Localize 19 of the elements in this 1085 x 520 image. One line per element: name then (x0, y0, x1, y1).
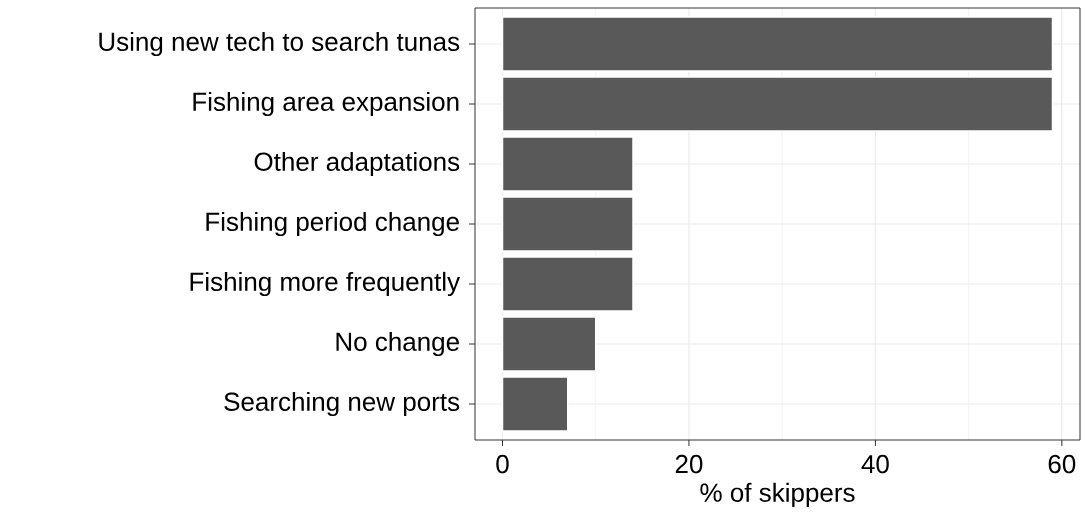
y-tick-label: Other adaptations (254, 151, 460, 177)
bar (501, 76, 1054, 132)
x-axis-title: % of skippers (700, 482, 855, 508)
bar (501, 196, 634, 252)
y-tick-label: Searching new ports (224, 391, 460, 417)
y-tick-label: Using new tech to search tunas (99, 31, 460, 57)
bar (501, 16, 1054, 72)
bar (501, 376, 569, 432)
bar (501, 256, 634, 312)
y-tick-label: Fishing period change (206, 211, 459, 237)
x-tick-label: 0 (496, 454, 509, 474)
y-tick-label: Fishing area expansion (193, 91, 459, 117)
y-tick-label: Fishing more frequently (190, 271, 461, 297)
bar (501, 136, 634, 192)
x-tick-label: 60 (1048, 454, 1076, 474)
x-tick-label: 40 (861, 454, 889, 474)
bar (501, 316, 597, 372)
x-tick-label: 20 (675, 454, 703, 474)
y-tick-label: No change (336, 331, 459, 357)
